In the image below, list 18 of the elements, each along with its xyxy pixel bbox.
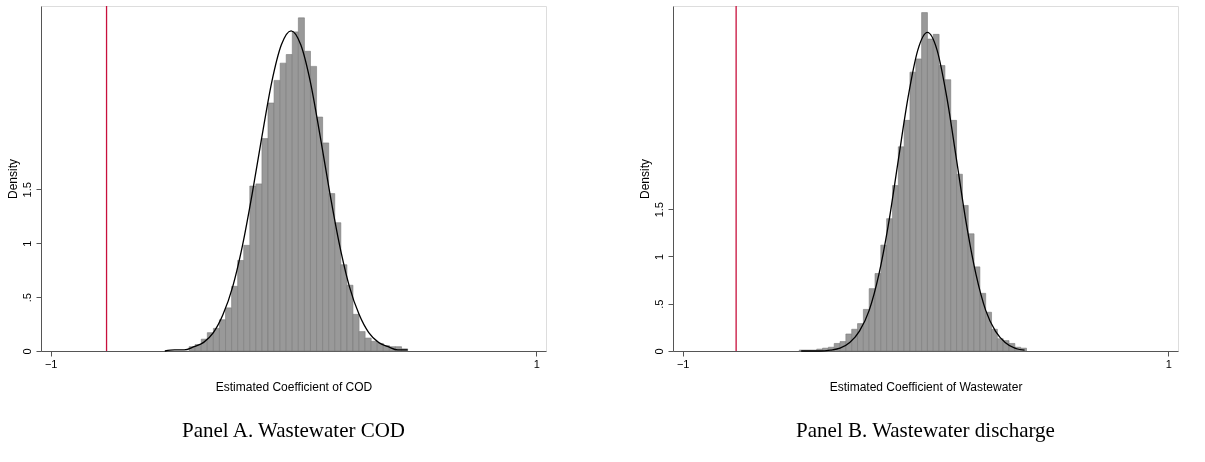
y-tick-label: .5 [652, 299, 665, 309]
x-tick-label: −1 [676, 357, 690, 370]
y-axis-title: Density [637, 158, 652, 200]
text: Panel B. Wastewater discharge [796, 418, 1055, 442]
y-axis-title: Density [5, 158, 20, 200]
y-tick-label: 1.5 [652, 202, 665, 218]
y-tick-label: 0 [652, 348, 665, 355]
y-tick-label: 0 [20, 348, 33, 355]
y-tick-label: .5 [20, 293, 33, 303]
y-tick-label: 1 [652, 253, 665, 261]
y-tick-label: 1.5 [20, 182, 33, 198]
x-tick-label: 1 [1165, 357, 1172, 370]
x-axis-title: Estimated Coefficient of Wastewater [829, 379, 1023, 394]
x-tick-label: −1 [44, 357, 58, 370]
text: Panel A. Wastewater COD [181, 418, 406, 442]
y-tick-label: 1 [20, 240, 33, 247]
x-tick-label: 1 [533, 357, 540, 370]
x-axis-title: Estimated Coefficient of COD [215, 379, 373, 394]
